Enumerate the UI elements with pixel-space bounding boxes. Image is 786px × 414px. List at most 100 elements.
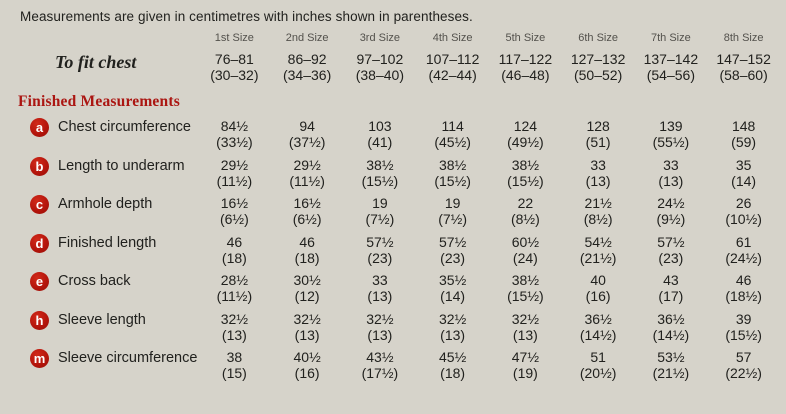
cm-value: 36½ bbox=[584, 310, 612, 327]
measurement-cell: 19 (7½) bbox=[344, 195, 417, 227]
size-header-row: 1st Size 2nd Size 3rd Size 4th Size 5th Size… bbox=[0, 32, 786, 44]
cm-value: 147–152 bbox=[716, 51, 771, 67]
inch-value: (13) bbox=[367, 326, 393, 343]
row-label: Sleeve circumference bbox=[58, 350, 198, 366]
inch-value: (16) bbox=[294, 365, 320, 381]
inch-value: (24) bbox=[512, 249, 538, 266]
inch-value: (14½) bbox=[652, 326, 690, 343]
size-column-header: 7th Size bbox=[651, 32, 691, 44]
measurement-cell: 29½ (11½) bbox=[198, 157, 271, 189]
measurement-cell: 38½ (15½) bbox=[416, 157, 489, 189]
measurement-cell: 36½ (14½) bbox=[635, 311, 708, 343]
cm-value: 139 bbox=[659, 118, 683, 134]
inch-value: (11½) bbox=[216, 172, 253, 189]
cm-value: 35½ bbox=[439, 272, 467, 288]
measurement-label-cell: h Sleeve length bbox=[0, 310, 198, 330]
cm-value: 47½ bbox=[511, 349, 539, 365]
measurement-cell: 35 (14) bbox=[707, 157, 780, 189]
inch-value: (59) bbox=[731, 134, 757, 150]
measurement-cell: 114 (45½) bbox=[416, 118, 489, 150]
inch-value: (11½) bbox=[289, 172, 325, 189]
inch-value: (15½) bbox=[507, 172, 544, 189]
inch-value: (18) bbox=[221, 249, 247, 266]
measurement-cell: 16½ (6½) bbox=[198, 195, 271, 227]
inch-value: (42–44) bbox=[428, 67, 477, 83]
inch-value: (9½) bbox=[656, 211, 686, 227]
measurement-cell: 43 (17) bbox=[635, 272, 708, 304]
measurement-cell: 33 (13) bbox=[635, 157, 708, 189]
cm-value: 32½ bbox=[511, 310, 539, 327]
cm-value: 38½ bbox=[439, 156, 467, 173]
measurement-cell: 19 (7½) bbox=[416, 195, 489, 227]
cm-value: 40½ bbox=[293, 349, 321, 365]
cm-value: 38½ bbox=[511, 156, 539, 173]
cm-value: 107–112 bbox=[425, 51, 480, 67]
measurement-cell: 94 (37½) bbox=[271, 118, 344, 150]
size-column-header: 6th Size bbox=[578, 32, 618, 44]
inch-value: (14) bbox=[440, 288, 466, 304]
cm-value: 22 bbox=[517, 195, 534, 211]
inch-value: (46–48) bbox=[501, 67, 550, 83]
size-column-header: 1st Size bbox=[214, 32, 254, 44]
inch-value: (13) bbox=[585, 172, 611, 189]
to-fit-cell: 107–112 (42–44) bbox=[416, 51, 489, 83]
cm-value: 57½ bbox=[439, 233, 467, 250]
inch-value: (15½) bbox=[361, 172, 399, 189]
row-label: Cross back bbox=[58, 273, 131, 289]
inch-value: (24½) bbox=[725, 249, 762, 266]
measurement-cell: 32½ (13) bbox=[489, 311, 562, 343]
measurement-cell: 46 (18) bbox=[271, 234, 344, 266]
inch-value: (18½) bbox=[725, 288, 762, 304]
cm-value: 61 bbox=[735, 233, 752, 250]
cm-value: 60½ bbox=[511, 233, 539, 250]
inch-value: (8½) bbox=[510, 211, 540, 227]
cm-value: 21½ bbox=[584, 195, 612, 211]
to-fit-cell: 76–81 (30–32) bbox=[198, 51, 271, 83]
cm-value: 97–102 bbox=[356, 51, 404, 67]
cm-value: 33 bbox=[372, 272, 388, 288]
cm-value: 38½ bbox=[511, 272, 539, 288]
size-column-header: 4th Size bbox=[432, 32, 473, 44]
cm-value: 39 bbox=[735, 310, 752, 327]
row-label: Finished length bbox=[58, 234, 157, 251]
inch-value: (11½) bbox=[216, 288, 253, 304]
measurement-cell: 32½ (13) bbox=[198, 311, 271, 343]
to-fit-chest-row: To fit chest 76–81 (30–32) 86–92 (34–36) 97–… bbox=[0, 51, 786, 83]
row-key-badge: e bbox=[30, 272, 49, 291]
inch-value: (13) bbox=[367, 288, 393, 304]
inch-value: (50–52) bbox=[573, 67, 623, 83]
inch-value: (15½) bbox=[725, 326, 762, 343]
inch-value: (15) bbox=[221, 365, 247, 381]
inch-value: (17) bbox=[658, 288, 684, 304]
cm-value: 36½ bbox=[657, 310, 685, 327]
inch-value: (17½) bbox=[361, 365, 399, 381]
measurement-rows: a Chest circumference 84½ (33½) 94 (37½) 103 (4… bbox=[0, 118, 786, 388]
inch-value: (34–36) bbox=[282, 67, 332, 83]
measurement-cell: 38½ (15½) bbox=[489, 157, 562, 189]
inch-value: (6½) bbox=[219, 211, 249, 227]
measurement-label-cell: e Cross back bbox=[0, 272, 198, 291]
cm-value: 32½ bbox=[220, 310, 248, 327]
measurement-cell: 28½ (11½) bbox=[198, 272, 271, 304]
measurement-row: h Sleeve length 32½ (13) 32½ (13) 32½ (13) 32½ (1… bbox=[0, 310, 786, 350]
cm-value: 84½ bbox=[220, 118, 248, 134]
cm-value: 57 bbox=[735, 349, 752, 365]
cm-value: 40 bbox=[590, 272, 606, 288]
cm-value: 32½ bbox=[293, 310, 321, 327]
cm-value: 46 bbox=[226, 233, 243, 250]
measurement-cell: 40½ (16) bbox=[271, 349, 344, 381]
to-fit-cell: 147–152 (58–60) bbox=[707, 51, 780, 83]
cm-value: 33 bbox=[663, 156, 679, 173]
cm-value: 38½ bbox=[366, 156, 394, 173]
cm-value: 16½ bbox=[220, 195, 248, 211]
size-column-header: 8th Size bbox=[723, 32, 764, 44]
row-label: Sleeve length bbox=[58, 311, 146, 328]
cm-value: 148 bbox=[731, 118, 756, 134]
measurement-cell: 124 (49½) bbox=[489, 118, 562, 150]
measurement-cell: 29½ (11½) bbox=[271, 157, 344, 189]
cm-value: 53½ bbox=[657, 349, 685, 365]
cm-value: 57½ bbox=[657, 233, 685, 250]
measurement-cell: 47½ (19) bbox=[489, 349, 562, 381]
cm-value: 51 bbox=[590, 349, 606, 365]
inch-value: (13) bbox=[221, 326, 247, 343]
